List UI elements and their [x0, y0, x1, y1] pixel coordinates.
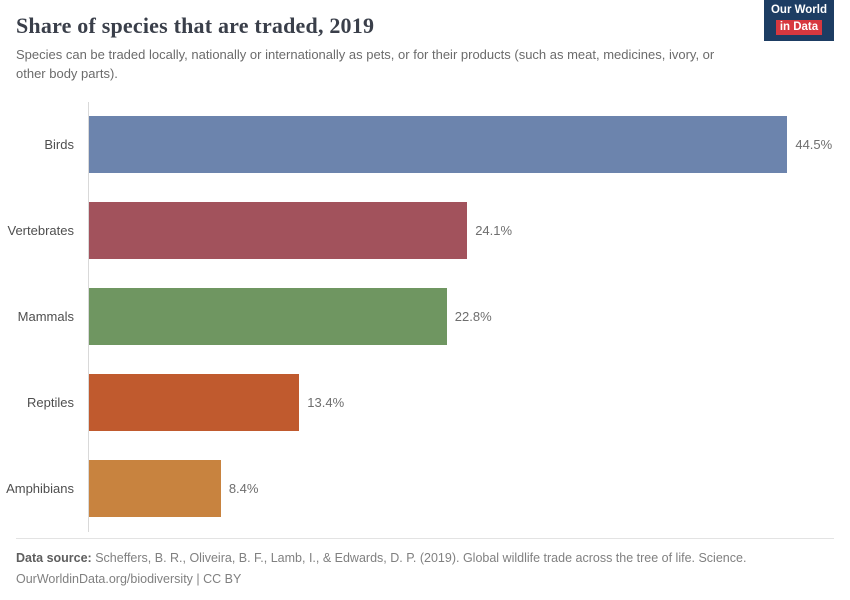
- bar-track: 44.5%: [88, 101, 836, 188]
- bar-track: 24.1%: [88, 187, 836, 274]
- category-label-mammals: Mammals: [17, 309, 74, 325]
- data-source-line: Data source: Scheffers, B. R., Oliveira,…: [16, 548, 834, 569]
- owid-url-link[interactable]: OurWorldinData.org/biodiversity: [16, 571, 193, 586]
- bar-mammals[interactable]: [89, 288, 447, 346]
- owid-logo-line1: Our World: [770, 4, 827, 16]
- bar-track: 8.4%: [88, 445, 836, 532]
- license-separator: |: [192, 571, 204, 586]
- value-label-reptiles: 13.4%: [307, 395, 345, 411]
- owid-logo[interactable]: Our World in Data: [763, 0, 834, 42]
- bar-track: 13.4%: [88, 359, 836, 446]
- chart-row: Reptiles 13.4%: [0, 359, 850, 446]
- category-label-reptiles: Reptiles: [27, 395, 74, 411]
- bar-chart: Birds 44.5% Vertebrates 24.1% Mammals 22.8% Re…: [0, 101, 850, 532]
- bar-amphibians[interactable]: [89, 460, 221, 518]
- value-label-amphibians: 8.4%: [228, 481, 259, 497]
- value-label-vertebrates: 24.1%: [475, 223, 513, 239]
- category-label-vertebrates: Vertebrates: [7, 223, 75, 239]
- data-source-label: Data source:: [16, 550, 92, 565]
- value-label-birds: 44.5%: [795, 137, 833, 153]
- chart-footer: Data source: Scheffers, B. R., Oliveira,…: [16, 537, 834, 591]
- chart-row: Mammals 22.8%: [0, 273, 850, 360]
- value-label-mammals: 22.8%: [454, 309, 492, 325]
- category-label-amphibians: Amphibians: [6, 481, 74, 497]
- bar-track: 22.8%: [88, 273, 836, 360]
- data-source-text: Scheffers, B. R., Oliveira, B. F., Lamb,…: [91, 550, 747, 565]
- bar-reptiles[interactable]: [89, 374, 300, 432]
- chart-title: Share of species that are traded, 2019: [16, 13, 375, 38]
- bar-vertebrates[interactable]: [89, 202, 468, 260]
- license-line: OurWorldinData.org/biodiversity | CC BY: [16, 569, 834, 590]
- chart-row: Amphibians 8.4%: [0, 445, 850, 532]
- category-label-birds: Birds: [44, 137, 74, 153]
- chart-header: Share of species that are traded, 2019 S…: [0, 0, 850, 84]
- bar-birds[interactable]: [89, 116, 788, 174]
- cc-by-link[interactable]: CC BY: [203, 571, 242, 586]
- owid-logo-line2: in Data: [775, 19, 823, 36]
- chart-row: Birds 44.5%: [0, 101, 850, 188]
- chart-subtitle: Species can be traded locally, nationall…: [16, 47, 715, 81]
- chart-row: Vertebrates 24.1%: [0, 187, 850, 274]
